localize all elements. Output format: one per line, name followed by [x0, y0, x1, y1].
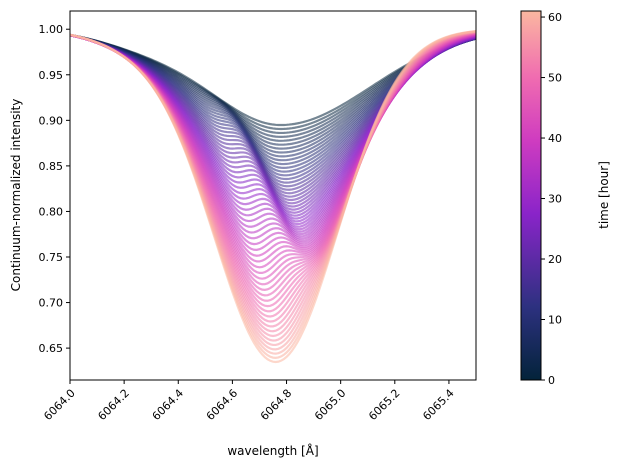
profile-line [70, 33, 476, 135]
colorbar-ticks: 0 10 20 30 40 50 60 [541, 11, 562, 387]
profile-line [70, 33, 476, 127]
y-tick-label: 0.80 [39, 205, 64, 218]
x-tick-label: 6064.4 [150, 387, 186, 423]
colorbar-label: time [hour] [597, 161, 611, 229]
colorbar-tick-label: 60 [548, 11, 562, 24]
x-tick-label: 6064.6 [204, 387, 240, 423]
x-tick-label: 6064.2 [95, 387, 131, 423]
x-tick-label: 6065.4 [420, 387, 456, 423]
colorbar-tick-label: 40 [548, 132, 562, 145]
colorbar: 0 10 20 30 40 50 60 time [hour] [520, 10, 611, 387]
y-axis: 0.65 0.70 0.75 0.80 0.85 0.90 0.95 1.00 [39, 23, 70, 355]
colorbar-tick-label: 10 [548, 314, 562, 327]
colorbar-tick-label: 0 [548, 374, 555, 387]
x-tick-label: 6064.0 [41, 387, 77, 423]
x-axis-label: wavelength [Å] [227, 443, 318, 458]
plot-area [69, 10, 477, 381]
x-tick-label: 6064.8 [258, 387, 294, 423]
profile-line [70, 33, 476, 131]
profile-line [70, 31, 476, 308]
y-tick-label: 0.75 [39, 251, 64, 264]
colorbar-tick-label: 20 [548, 253, 562, 266]
y-tick-label: 0.85 [39, 160, 64, 173]
colorbar-tick-label: 30 [548, 193, 562, 206]
plot-frame [69, 10, 477, 381]
profile-line [70, 29, 476, 364]
y-tick-label: 1.00 [39, 23, 64, 36]
x-axis: 6064.0 6064.2 6064.4 6064.6 6064.8 6065.0 6065… [41, 380, 457, 423]
x-tick-label: 6065.2 [366, 387, 402, 423]
y-tick-label: 0.95 [39, 69, 64, 82]
colorbar-tick-label: 50 [548, 72, 562, 85]
colorbar-gradient [520, 10, 542, 381]
y-axis-label: Continuum-normalized intensity [9, 99, 23, 292]
y-tick-label: 0.90 [39, 114, 64, 127]
line-profiles [70, 29, 476, 364]
x-tick-label: 6065.0 [312, 387, 348, 423]
y-tick-label: 0.70 [39, 297, 64, 310]
y-tick-label: 0.65 [39, 342, 64, 355]
